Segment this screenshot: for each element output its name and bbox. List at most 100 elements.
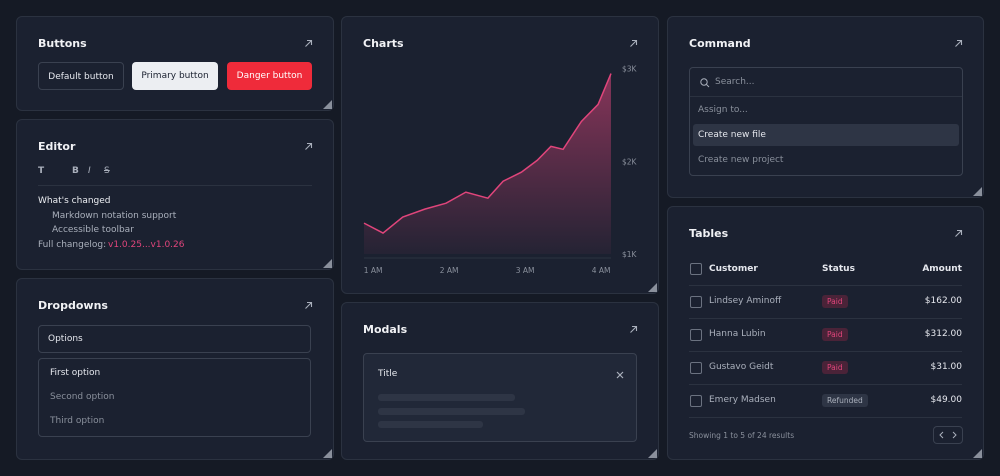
toolbar-bold[interactable]: B xyxy=(72,166,79,176)
command-menu: Search... Assign to... Create new file C… xyxy=(689,67,963,176)
y-tick-label: $1K xyxy=(622,250,638,259)
card-title: Charts xyxy=(363,37,404,50)
expand-icon[interactable] xyxy=(954,39,963,48)
checkbox[interactable] xyxy=(690,395,702,407)
y-tick-label: $3K xyxy=(622,65,638,74)
customer: Emery Madsen xyxy=(709,395,776,405)
expand-icon[interactable] xyxy=(304,39,313,48)
resize-handle xyxy=(648,449,657,458)
command-item[interactable]: Assign to... xyxy=(698,105,748,115)
card-title: Dropdowns xyxy=(38,299,108,312)
pagination-arrows[interactable] xyxy=(934,427,962,443)
changelog-link[interactable]: v1.0.25...v1.0.26 xyxy=(108,240,185,250)
modal-title: Title xyxy=(378,369,398,379)
x-tick-label: 3 AM xyxy=(516,266,535,275)
resize-handle xyxy=(973,187,982,196)
status-badge: Paid xyxy=(822,361,848,374)
modals-card: Modals Title xyxy=(341,302,659,460)
expand-icon[interactable] xyxy=(629,39,638,48)
amount: $49.00 xyxy=(930,395,963,405)
skeleton xyxy=(378,408,525,415)
editor-card: Editor T B I S What's changed Markdown n… xyxy=(16,119,334,270)
search-icon xyxy=(700,78,710,88)
checkbox[interactable] xyxy=(690,296,702,308)
command-item[interactable]: Create new project xyxy=(698,155,784,165)
expand-icon[interactable] xyxy=(954,229,963,238)
customer: Gustavo Geidt xyxy=(709,362,774,372)
row-divider xyxy=(689,318,962,319)
pagination-info: Showing 1 to 5 of 24 results xyxy=(689,431,795,440)
toolbar-italic[interactable]: I xyxy=(88,166,91,176)
toolbar-text: T xyxy=(38,166,45,176)
column-header: Status xyxy=(822,264,855,274)
column-header: Amount xyxy=(922,264,962,274)
column-header: Customer xyxy=(709,264,758,274)
card-title: Buttons xyxy=(38,37,87,50)
line xyxy=(363,73,612,234)
row-divider xyxy=(689,351,962,352)
resize-handle xyxy=(323,449,332,458)
expand-icon[interactable] xyxy=(304,301,313,310)
modal: Title xyxy=(363,353,637,442)
amount: $312.00 xyxy=(924,329,962,339)
option[interactable]: Third option xyxy=(50,416,105,426)
primary-button[interactable]: Primary button xyxy=(132,62,218,90)
card-title: Modals xyxy=(363,323,408,336)
expand-icon[interactable] xyxy=(629,325,638,334)
highlight xyxy=(693,124,959,146)
tables-card: Tables Customer Status Amount Showing 1 … xyxy=(667,206,984,460)
checkbox[interactable] xyxy=(690,263,702,275)
row-divider xyxy=(689,285,962,286)
charts-card: Charts $1K $2K $3K 1 AM 2 AM 3 AM 4 AM xyxy=(341,16,659,294)
checkbox[interactable] xyxy=(690,362,702,374)
card-title: Command xyxy=(689,37,751,50)
danger-button[interactable]: Danger button xyxy=(227,62,312,90)
select[interactable]: Options xyxy=(38,325,311,353)
status-badge: Paid xyxy=(822,328,848,341)
resize-handle xyxy=(973,449,982,458)
skeleton xyxy=(378,421,483,428)
x-tick-label: 1 AM xyxy=(364,266,383,275)
row-divider xyxy=(689,417,962,418)
status-badge: Refunded xyxy=(822,394,868,407)
editor-list-item: Accessible toolbar xyxy=(52,225,134,235)
status-badge: Paid xyxy=(822,295,848,308)
y-tick-label: $2K xyxy=(622,157,638,166)
resize-handle xyxy=(323,259,332,268)
chart: $1K $2K $3K 1 AM 2 AM 3 AM 4 AM xyxy=(363,65,638,275)
select-value: Options xyxy=(48,334,83,344)
editor-list-item: Markdown notation support xyxy=(52,211,177,221)
changelog-label: Full changelog: xyxy=(38,240,107,250)
skeleton xyxy=(378,394,515,401)
resize-handle xyxy=(323,100,332,109)
option[interactable]: First option xyxy=(50,368,101,378)
command-item[interactable]: Create new file xyxy=(698,130,766,140)
row-divider xyxy=(689,384,962,385)
customer: Hanna Lubin xyxy=(709,329,766,339)
checkbox[interactable] xyxy=(690,329,702,341)
default-button[interactable]: Default button xyxy=(38,62,124,90)
option[interactable]: Second option xyxy=(50,392,115,402)
close-icon[interactable] xyxy=(616,371,624,379)
pagination[interactable] xyxy=(933,426,963,444)
dropdowns-card: Dropdowns Options First option Second op… xyxy=(16,278,334,460)
search-input[interactable]: Search... xyxy=(715,77,755,87)
amount: $162.00 xyxy=(924,296,962,306)
card-title: Tables xyxy=(689,227,729,240)
x-tick-label: 2 AM xyxy=(440,266,459,275)
resize-handle xyxy=(648,283,657,292)
options-list: First option Second option Third option xyxy=(38,358,311,437)
expand-icon[interactable] xyxy=(304,142,313,151)
amount: $31.00 xyxy=(930,362,963,372)
editor-heading: What's changed xyxy=(38,196,111,206)
card-title: Editor xyxy=(38,140,76,153)
customer: Lindsey Aminoff xyxy=(709,296,782,306)
x-tick-label: 4 AM xyxy=(592,266,611,275)
divider xyxy=(38,185,312,186)
toolbar-strike[interactable]: S xyxy=(104,166,110,176)
buttons-card: Buttons Default button Primary button Da… xyxy=(16,16,334,111)
area xyxy=(364,73,611,254)
command-card: Command Search... Assign to... Create ne… xyxy=(667,16,984,198)
divider xyxy=(690,96,962,97)
